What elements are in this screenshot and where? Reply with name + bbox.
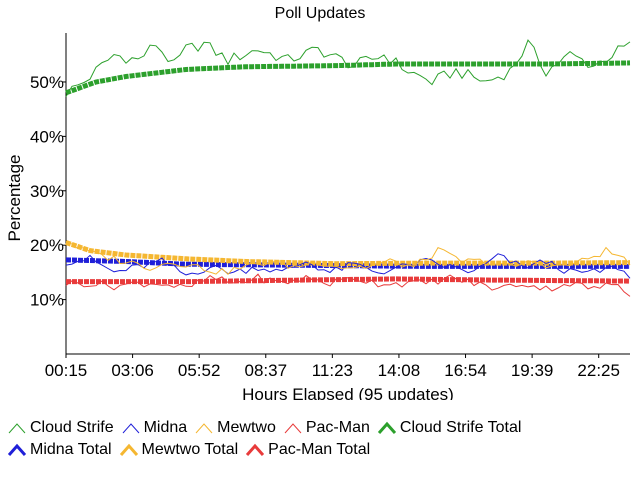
chart-title: Poll Updates <box>275 5 366 22</box>
legend-item: Mewtwo <box>195 419 276 437</box>
legend-swatch-icon <box>284 423 302 434</box>
series-line-pac-man <box>65 273 631 297</box>
legend-row-1: Cloud Strife Midna Mewtwo Pac-Man Cloud Stri… <box>8 418 529 438</box>
legend-row-2: Midna Total Mewtwo Total Pac-Man Total <box>8 440 378 460</box>
legend-label: Midna <box>143 419 188 436</box>
legend-item: Mewtwo Total <box>119 441 239 459</box>
series-line-mewtwo <box>65 241 631 276</box>
series-line-cloud-strife-total <box>65 60 631 96</box>
legend-swatch-icon <box>8 423 26 434</box>
y-tick-label: 50% <box>30 73 64 92</box>
x-tick-label: 05:52 <box>178 361 221 380</box>
legend-item: Cloud Strife Total <box>377 419 522 437</box>
legend-label: Midna Total <box>30 441 112 458</box>
x-tick-label: 14:08 <box>378 361 421 380</box>
series-line-cloud-strife <box>65 39 631 97</box>
legend-label: Pac-Man Total <box>268 441 371 458</box>
legend-label: Mewtwo Total <box>141 441 239 458</box>
y-axis-label: Percentage <box>5 155 24 242</box>
legend-label: Cloud Strife <box>30 419 114 436</box>
x-tick-label: 16:54 <box>444 361 487 380</box>
y-tick-label: 20% <box>30 236 64 255</box>
legend-swatch-icon <box>377 421 396 434</box>
x-tick-label: 03:06 <box>111 361 154 380</box>
legend-label: Mewtwo <box>217 419 276 436</box>
x-tick-label: 22:25 <box>577 361 620 380</box>
series-line-pac-man-total <box>66 276 631 285</box>
x-tick-label: 11:23 <box>312 361 353 380</box>
legend-swatch-icon <box>8 443 26 456</box>
y-tick-label: 40% <box>30 127 64 146</box>
legend-item: Midna <box>122 419 188 437</box>
legend-swatch-icon <box>122 423 139 434</box>
legend-swatch-icon <box>195 423 213 434</box>
legend-item: Pac-Man <box>284 419 370 437</box>
legend-item: Cloud Strife <box>8 419 114 437</box>
x-axis-label: Hours Elapsed (95 updates) <box>242 385 454 400</box>
poll-updates-chart: Poll Updates Percentage Hours Elapsed (9… <box>5 5 631 400</box>
y-tick-label: 30% <box>30 182 64 201</box>
legend-swatch-icon <box>246 443 265 456</box>
series-line-mewtwo-total <box>65 240 630 267</box>
legend-item: Midna Total <box>8 441 112 459</box>
x-tick-label: 00:15 <box>45 361 88 380</box>
legend-swatch-icon <box>119 443 138 456</box>
legend-item: Pac-Man Total <box>246 441 370 459</box>
y-tick-label: 10% <box>30 291 64 310</box>
legend-label: Pac-Man <box>305 419 370 436</box>
legend-label: Cloud Strife Total <box>399 419 522 436</box>
x-tick-label: 19:39 <box>511 361 554 380</box>
x-tick-label: 08:37 <box>244 361 287 380</box>
